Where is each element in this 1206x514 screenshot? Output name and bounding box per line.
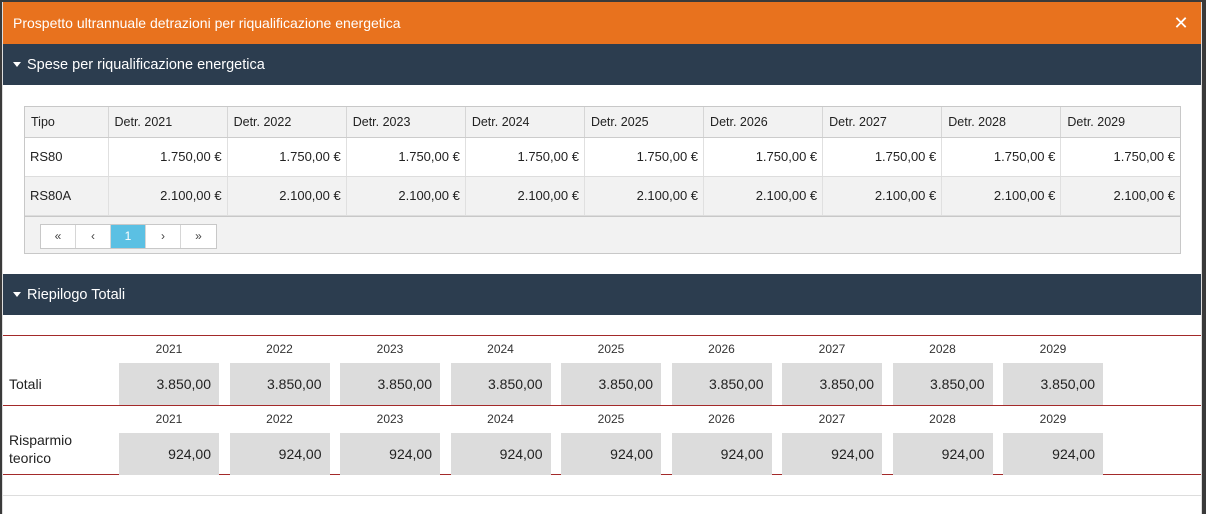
column-header-tipo[interactable]: Tipo	[25, 107, 109, 138]
cell-amount: 1.750,00 €	[227, 137, 347, 177]
table-row[interactable]: RS80A 2.100,00 €2.100,00 €2.100,00 €2.100…	[25, 176, 1180, 216]
riepilogo-section-body: Totali 2021 3.850,00 2022 3.850,00 2023 3.850…	[3, 315, 1201, 496]
totali-label: Totali	[9, 376, 42, 392]
cell-amount: 2.100,00 €	[227, 176, 347, 216]
cell-amount: 1.750,00 €	[584, 137, 705, 177]
bottom-divider	[3, 495, 1201, 496]
section-header-riepilogo[interactable]: Riepilogo Totali	[3, 274, 1201, 315]
totali-value: 3.850,00	[561, 363, 661, 405]
cell-amount: 2.100,00 €	[941, 176, 1062, 216]
pagination-buttons: « ‹ 1 › »	[40, 223, 217, 249]
risparmio-label-line1: Risparmio	[9, 432, 73, 448]
cell-tipo: RS80A	[25, 176, 109, 216]
cell-amount: 1.750,00 €	[1060, 137, 1180, 177]
column-header-detr[interactable]: Detr. 2027	[822, 107, 943, 138]
totali-value: 3.850,00	[450, 363, 551, 405]
column-header-detr[interactable]: Detr. 2023	[346, 107, 466, 138]
year-label: 2027	[818, 342, 846, 356]
year-label: 2029	[1039, 342, 1067, 356]
column-header-detr[interactable]: Detr. 2026	[703, 107, 824, 138]
modal-title: Prospetto ultrannuale detrazioni per riq…	[13, 15, 401, 31]
risparmio-label: Risparmio teorico	[9, 431, 72, 467]
column-header-detr[interactable]: Detr. 2024	[465, 107, 585, 138]
risparmio-value: 924,00	[1003, 433, 1103, 475]
cell-amount: 2.100,00 €	[822, 176, 943, 216]
totali-value: 3.850,00	[782, 363, 882, 405]
totali-row: Totali 2021 3.850,00 2022 3.850,00 2023 3.850…	[3, 335, 1201, 405]
cell-amount: 2.100,00 €	[108, 176, 228, 216]
risparmio-value: 924,00	[450, 433, 551, 475]
risparmio-value: 924,00	[340, 433, 440, 475]
cell-amount: 1.750,00 €	[346, 137, 466, 177]
risparmio-label-line2: teorico	[9, 450, 52, 466]
risparmio-value: 924,00	[229, 433, 330, 475]
year-label: 2025	[597, 342, 625, 356]
cell-amount: 1.750,00 €	[822, 137, 943, 177]
risparmio-row: Risparmio teorico 2021 924,00 2022 924,00 20…	[3, 405, 1201, 475]
cell-amount: 2.100,00 €	[584, 176, 705, 216]
table-header-row: Tipo Detr. 2021 Detr. 2022 Detr. 2023 Detr. …	[25, 107, 1180, 138]
totali-value: 3.850,00	[119, 363, 219, 405]
cell-amount: 2.100,00 €	[703, 176, 824, 216]
risparmio-value: 924,00	[782, 433, 882, 475]
year-label: 2028	[929, 342, 956, 356]
year-label: 2028	[929, 412, 956, 426]
section-title-riepilogo: Riepilogo Totali	[27, 286, 126, 303]
cell-amount: 1.750,00 €	[941, 137, 1062, 177]
cell-tipo: RS80	[25, 137, 109, 177]
year-label: 2023	[376, 342, 404, 356]
section-header-spese[interactable]: Spese per riqualificazione energetica	[3, 44, 1201, 85]
caret-down-icon	[13, 62, 21, 67]
close-icon[interactable]: ✕	[1173, 12, 1189, 33]
year-label: 2026	[708, 342, 735, 356]
column-header-detr[interactable]: Detr. 2028	[941, 107, 1062, 138]
cell-amount: 2.100,00 €	[465, 176, 585, 216]
spese-section-body: Tipo Detr. 2021 Detr. 2022 Detr. 2023 Detr. …	[3, 85, 1201, 274]
year-label: 2021	[155, 342, 183, 356]
cell-amount: 1.750,00 €	[465, 137, 585, 177]
column-header-detr[interactable]: Detr. 2029	[1060, 107, 1180, 138]
risparmio-value: 924,00	[119, 433, 219, 475]
year-label: 2022	[266, 412, 293, 426]
year-label: 2025	[597, 412, 625, 426]
year-label: 2023	[376, 412, 404, 426]
cell-amount: 1.750,00 €	[108, 137, 228, 177]
section-title-spese: Spese per riqualificazione energetica	[27, 56, 265, 73]
totali-value: 3.850,00	[892, 363, 993, 405]
last-page-button[interactable]: »	[195, 229, 202, 243]
risparmio-value: 924,00	[561, 433, 661, 475]
totali-value: 3.850,00	[340, 363, 440, 405]
page-1-button[interactable]: 1	[111, 224, 146, 248]
year-label: 2024	[487, 342, 514, 356]
pagination-bar: « ‹ 1 › »	[25, 215, 1180, 253]
year-label: 2022	[266, 342, 293, 356]
spese-grid: Tipo Detr. 2021 Detr. 2022 Detr. 2023 Detr. …	[24, 106, 1181, 254]
prev-page-button[interactable]: ‹	[76, 224, 111, 248]
cell-amount: 2.100,00 €	[346, 176, 466, 216]
column-header-detr[interactable]: Detr. 2025	[584, 107, 705, 138]
totali-value: 3.850,00	[229, 363, 330, 405]
year-label: 2026	[708, 412, 735, 426]
modal-title-bar: Prospetto ultrannuale detrazioni per riq…	[3, 2, 1201, 44]
caret-down-icon	[13, 292, 21, 297]
column-header-detr[interactable]: Detr. 2021	[108, 107, 228, 138]
risparmio-value: 924,00	[671, 433, 772, 475]
risparmio-value: 924,00	[892, 433, 993, 475]
table-row[interactable]: RS80 1.750,00 €1.750,00 €1.750,00 €1.750,…	[25, 137, 1180, 177]
next-page-button[interactable]: ›	[146, 224, 181, 248]
year-label: 2029	[1039, 412, 1067, 426]
year-label: 2021	[155, 412, 183, 426]
column-header-detr[interactable]: Detr. 2022	[227, 107, 347, 138]
totali-value: 3.850,00	[1003, 363, 1103, 405]
cell-amount: 2.100,00 €	[1060, 176, 1180, 216]
year-label: 2027	[818, 412, 846, 426]
spese-table: Tipo Detr. 2021 Detr. 2022 Detr. 2023 Detr. …	[25, 107, 1180, 216]
year-label: 2024	[487, 412, 514, 426]
totali-value: 3.850,00	[671, 363, 772, 405]
first-page-button[interactable]: «	[41, 224, 76, 248]
cell-amount: 1.750,00 €	[703, 137, 824, 177]
